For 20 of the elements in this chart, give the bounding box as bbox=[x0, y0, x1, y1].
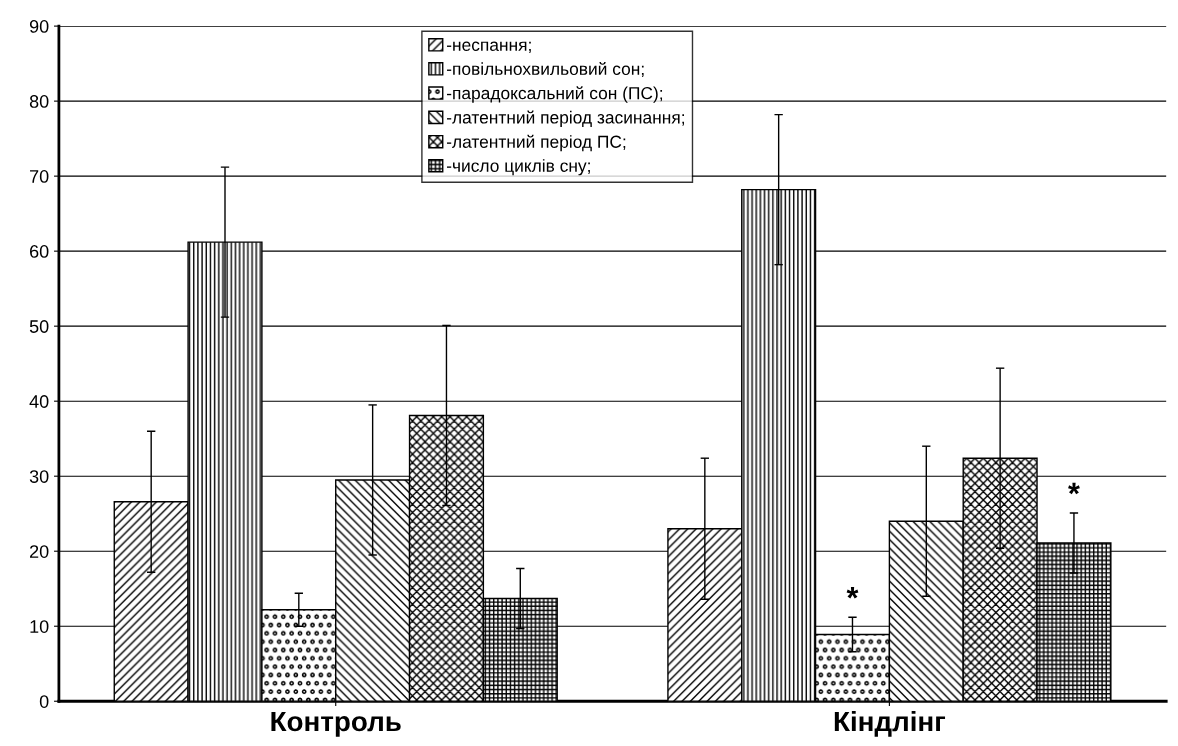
y-tick-label: 60 bbox=[30, 245, 49, 258]
y-tick-label: 0 bbox=[39, 695, 49, 708]
y-tick-label: 30 bbox=[29, 470, 49, 483]
annotation: * bbox=[846, 587, 859, 599]
legend-label: -неспання; bbox=[446, 41, 531, 54]
x-tick-label: Кіндлінг bbox=[834, 710, 946, 737]
y-tick-label: 20 bbox=[30, 545, 49, 558]
y-tick-label: 10 bbox=[30, 620, 49, 633]
x-tick-label: Контроль bbox=[271, 711, 401, 737]
annotation: * bbox=[1068, 482, 1080, 495]
legend-label: -латентний період ПС; bbox=[446, 134, 626, 152]
legend-label: -латентний період засинання; bbox=[446, 110, 684, 128]
y-tick-label: 50 bbox=[29, 320, 49, 333]
y-tick-label: 40 bbox=[29, 395, 49, 408]
y-tick-label: 90 bbox=[29, 20, 49, 33]
legend-label: -число циклів сну; bbox=[446, 159, 590, 176]
y-tick-label: 70 bbox=[30, 170, 49, 183]
legend-label: -парадоксальний сон (ПС); bbox=[446, 86, 663, 103]
y-tick-label: 80 bbox=[29, 95, 49, 108]
legend-label: -повільнохвильовий сон; bbox=[446, 61, 644, 78]
